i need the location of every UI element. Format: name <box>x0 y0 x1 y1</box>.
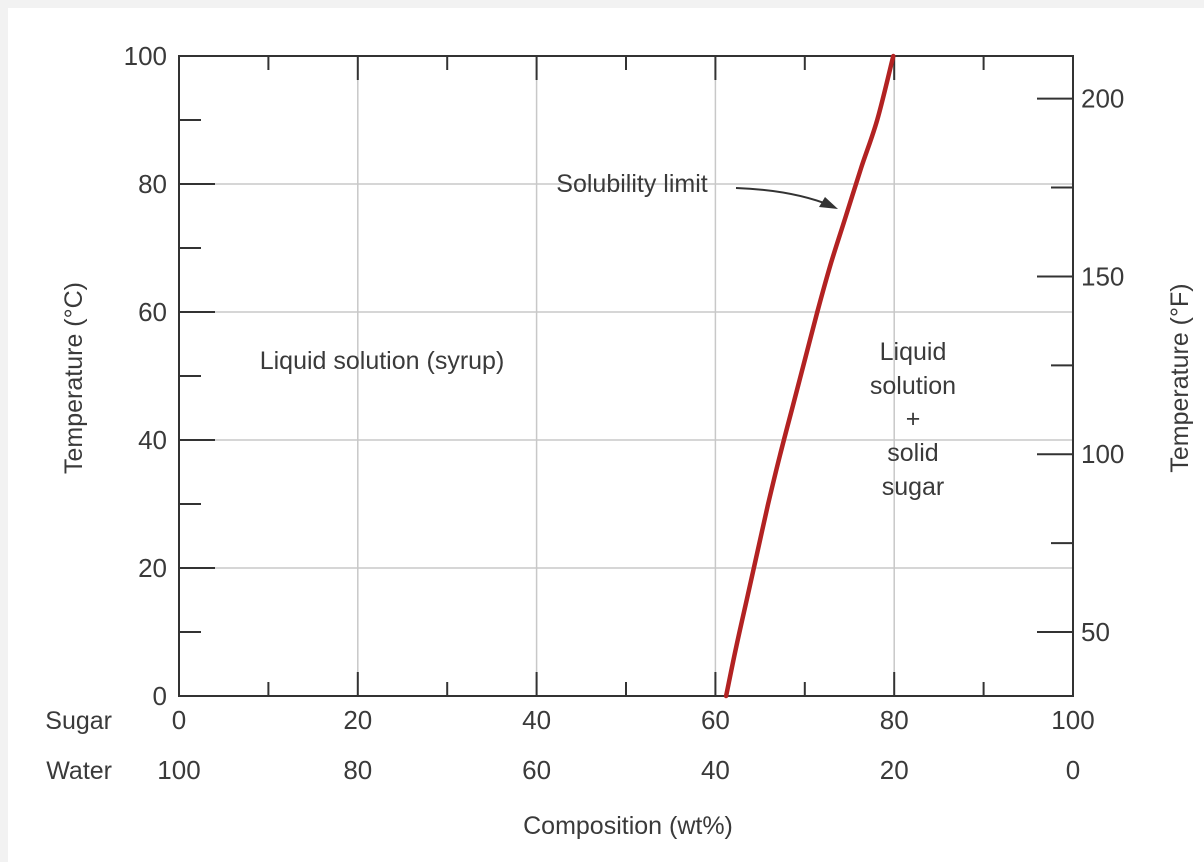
x-tick-label: 80 <box>880 705 909 735</box>
y-tick-label-left: 60 <box>138 297 167 327</box>
region-label-liquid: Liquid solution (syrup) <box>260 347 505 375</box>
y-tick-label-right: 150 <box>1081 261 1124 291</box>
y-tick-label-right: 200 <box>1081 84 1124 114</box>
solubility-limit-label: Solubility limit <box>556 170 707 198</box>
region-label-two-phase-line: solid <box>887 439 938 467</box>
x-tick-label: 0 <box>1066 755 1080 785</box>
y-tick-label-right: 100 <box>1081 439 1124 469</box>
x-tick-label: 60 <box>522 755 551 785</box>
x-row-label: Sugar <box>45 707 112 735</box>
x-tick-label: 100 <box>157 755 200 785</box>
x-tick-label: 40 <box>701 755 730 785</box>
y-tick-label-left: 0 <box>153 681 167 711</box>
x-tick-label: 20 <box>343 705 372 735</box>
y-tick-label-left: 40 <box>138 425 167 455</box>
solubility-curve <box>723 53 896 699</box>
solubility-arrow-line <box>735 187 833 207</box>
y-tick-label-right: 50 <box>1081 617 1110 647</box>
y-tick-label-left: 100 <box>124 41 167 71</box>
x-tick-label: 60 <box>701 705 730 735</box>
y-axis-title-left: Temperature (°C) <box>60 282 88 474</box>
x-row-label: Water <box>46 757 112 785</box>
x-tick-label: 40 <box>522 705 551 735</box>
region-label-two-phase-line: Liquid <box>880 338 947 366</box>
region-label-two-phase-line: + <box>906 405 921 433</box>
x-tick-label: 100 <box>1051 705 1094 735</box>
x-tick-label: 80 <box>343 755 372 785</box>
x-tick-label: 0 <box>172 705 186 735</box>
solubility-arrow-head <box>819 197 838 209</box>
y-tick-label-left: 20 <box>138 553 167 583</box>
y-tick-label-left: 80 <box>138 169 167 199</box>
region-label-two-phase-line: solution <box>870 372 956 400</box>
figure: 0 20 40 60 80 100 50 100 150 200 Sugar 0 20 40 60 80 100… <box>8 8 1204 862</box>
y-axis-title-right: Temperature (°F) <box>1166 283 1194 472</box>
region-label-two-phase-line: sugar <box>882 473 945 501</box>
x-axis-title: Composition (wt%) <box>523 812 733 840</box>
x-tick-label: 20 <box>880 755 909 785</box>
